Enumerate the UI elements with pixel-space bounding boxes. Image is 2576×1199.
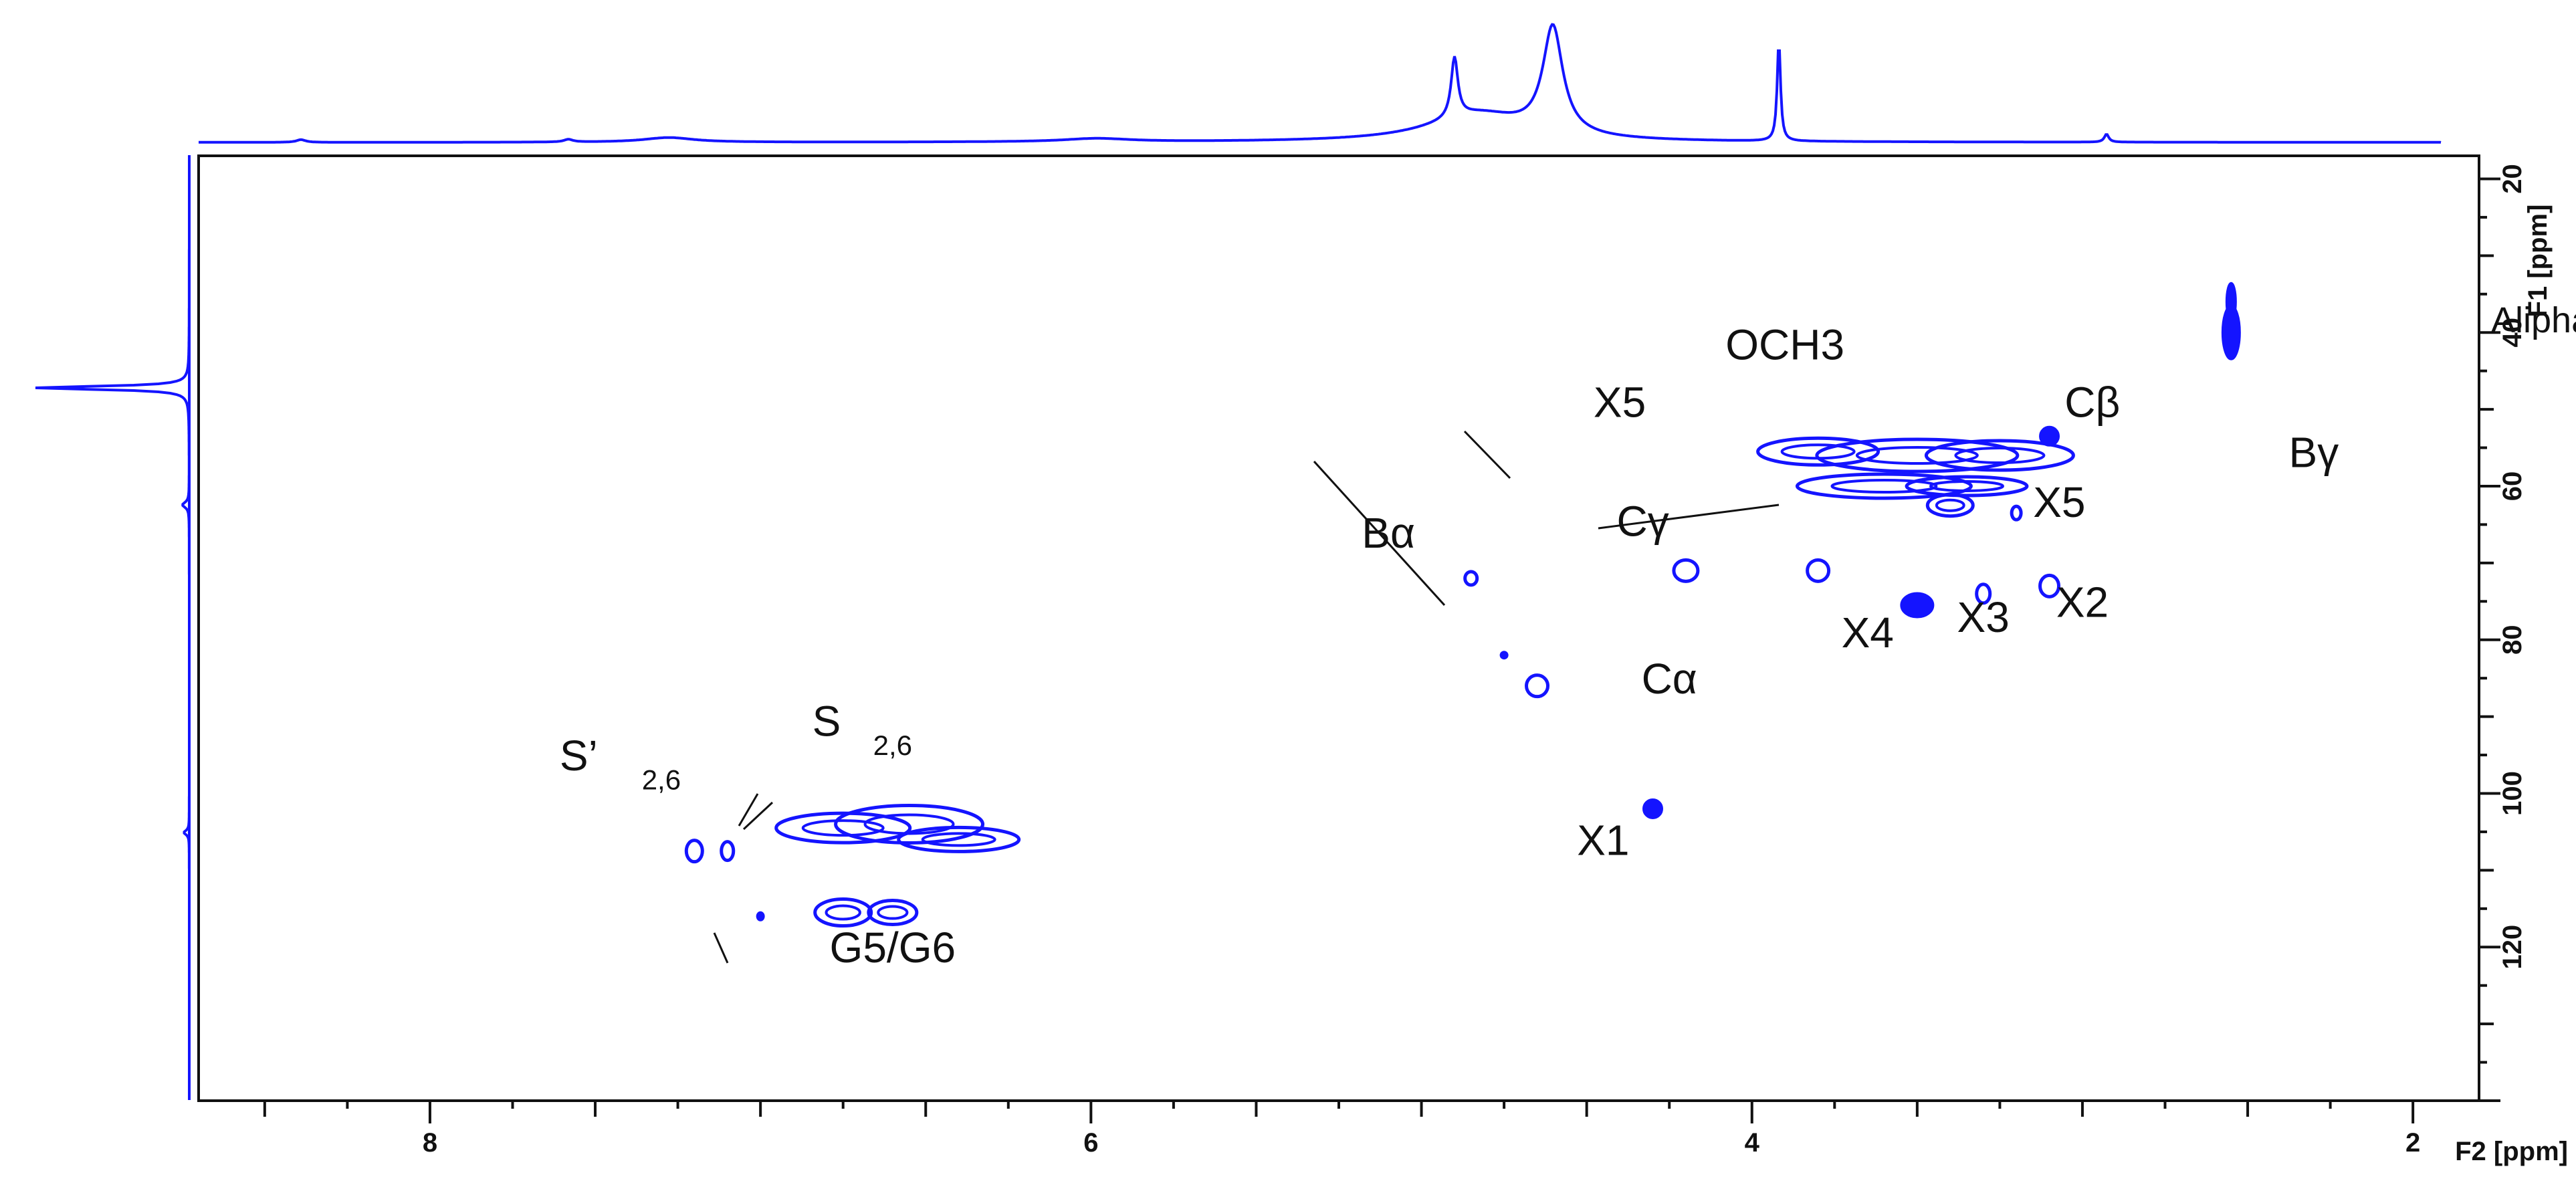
f1-projection-trace bbox=[35, 155, 191, 1099]
cross-peak bbox=[1806, 558, 1831, 583]
peak-label: X5 bbox=[2033, 478, 2085, 526]
peak-label: Aliphatic non-oxygenated bbox=[2491, 300, 2576, 340]
cross-peak bbox=[1815, 437, 2020, 473]
label-leader-lines bbox=[713, 430, 1780, 964]
peak-label: G5/G6 bbox=[830, 923, 956, 972]
peak-label: X1 bbox=[1577, 816, 1629, 864]
cross-peak bbox=[1642, 798, 1663, 819]
cross-peak bbox=[2039, 425, 2060, 447]
y-tick-label: 80 bbox=[2498, 625, 2527, 655]
peak-label: Bγ bbox=[2289, 428, 2339, 476]
x-axis-title: F2 [ppm] bbox=[2455, 1137, 2568, 1166]
cross-peak bbox=[1463, 570, 1479, 587]
y-tick-label: 100 bbox=[2498, 771, 2527, 816]
cross-peak bbox=[897, 825, 1021, 853]
cross-peak bbox=[1900, 592, 1935, 619]
cross-peak bbox=[867, 899, 919, 927]
leader-line bbox=[742, 801, 774, 831]
cross-peak bbox=[774, 811, 912, 845]
y-axis: 20 40 60 80 100 120 bbox=[2479, 164, 2527, 1102]
cross-peak bbox=[684, 839, 704, 864]
cross-peak bbox=[2038, 573, 2061, 598]
cross-peaks bbox=[684, 282, 2241, 928]
cross-peak bbox=[1924, 439, 2075, 472]
leader-line bbox=[738, 793, 759, 827]
peak-label: Cβ bbox=[2064, 378, 2120, 427]
cross-peak bbox=[2225, 282, 2237, 322]
peak-label: S bbox=[813, 697, 841, 745]
cross-peak bbox=[1525, 673, 1550, 699]
cross-peak bbox=[813, 897, 873, 928]
peak-label: OCH3 bbox=[1725, 320, 1844, 368]
y-tick-label: 20 bbox=[2498, 164, 2527, 194]
peak-label: X3 bbox=[1957, 593, 2010, 641]
cross-peak bbox=[1499, 651, 1509, 660]
f2-projection-trace bbox=[199, 23, 2442, 144]
peak-label: X2 bbox=[2056, 578, 2109, 626]
cross-peak bbox=[756, 911, 765, 921]
peak-label: Cα bbox=[1642, 655, 1697, 703]
cross-peak bbox=[1975, 582, 1992, 605]
cross-peak bbox=[1905, 475, 2029, 498]
y-tick-label: 40 bbox=[2498, 318, 2527, 347]
peak-labels: Aliphatic non-oxygenatedregionOCH3CβBγX5… bbox=[560, 300, 2576, 972]
peak-label: X5 bbox=[1594, 378, 1646, 427]
peak-label: Cγ bbox=[1617, 498, 1669, 546]
x-tick-label: 6 bbox=[1083, 1128, 1098, 1158]
x-tick-label: 4 bbox=[1745, 1128, 1760, 1158]
cross-peak bbox=[720, 840, 736, 863]
plot-frame bbox=[197, 154, 2480, 1102]
peak-label: 2,6 bbox=[873, 730, 912, 761]
peak-label: S’ bbox=[560, 732, 598, 780]
cross-peak bbox=[1795, 472, 1973, 500]
peak-label: X4 bbox=[1842, 609, 1894, 657]
leader-line bbox=[1313, 460, 1446, 607]
x-tick-label: 2 bbox=[2405, 1128, 2420, 1158]
y-axis-title: F1 [ppm] bbox=[2523, 205, 2553, 318]
y-tick-label: 120 bbox=[2498, 925, 2527, 970]
leader-line bbox=[1463, 430, 1511, 479]
cross-peak bbox=[1672, 558, 1700, 583]
leader-line bbox=[713, 932, 729, 964]
x-axis: 8 6 4 2 bbox=[199, 1099, 2479, 1158]
y-tick-label: 60 bbox=[2498, 471, 2527, 502]
cross-peak bbox=[1925, 493, 1975, 518]
peak-label: Bα bbox=[1362, 509, 1415, 557]
cross-peak bbox=[2010, 504, 2023, 522]
leader-line bbox=[1598, 504, 1780, 530]
x-tick-label: 8 bbox=[423, 1128, 437, 1158]
peak-label: 2,6 bbox=[642, 764, 681, 796]
